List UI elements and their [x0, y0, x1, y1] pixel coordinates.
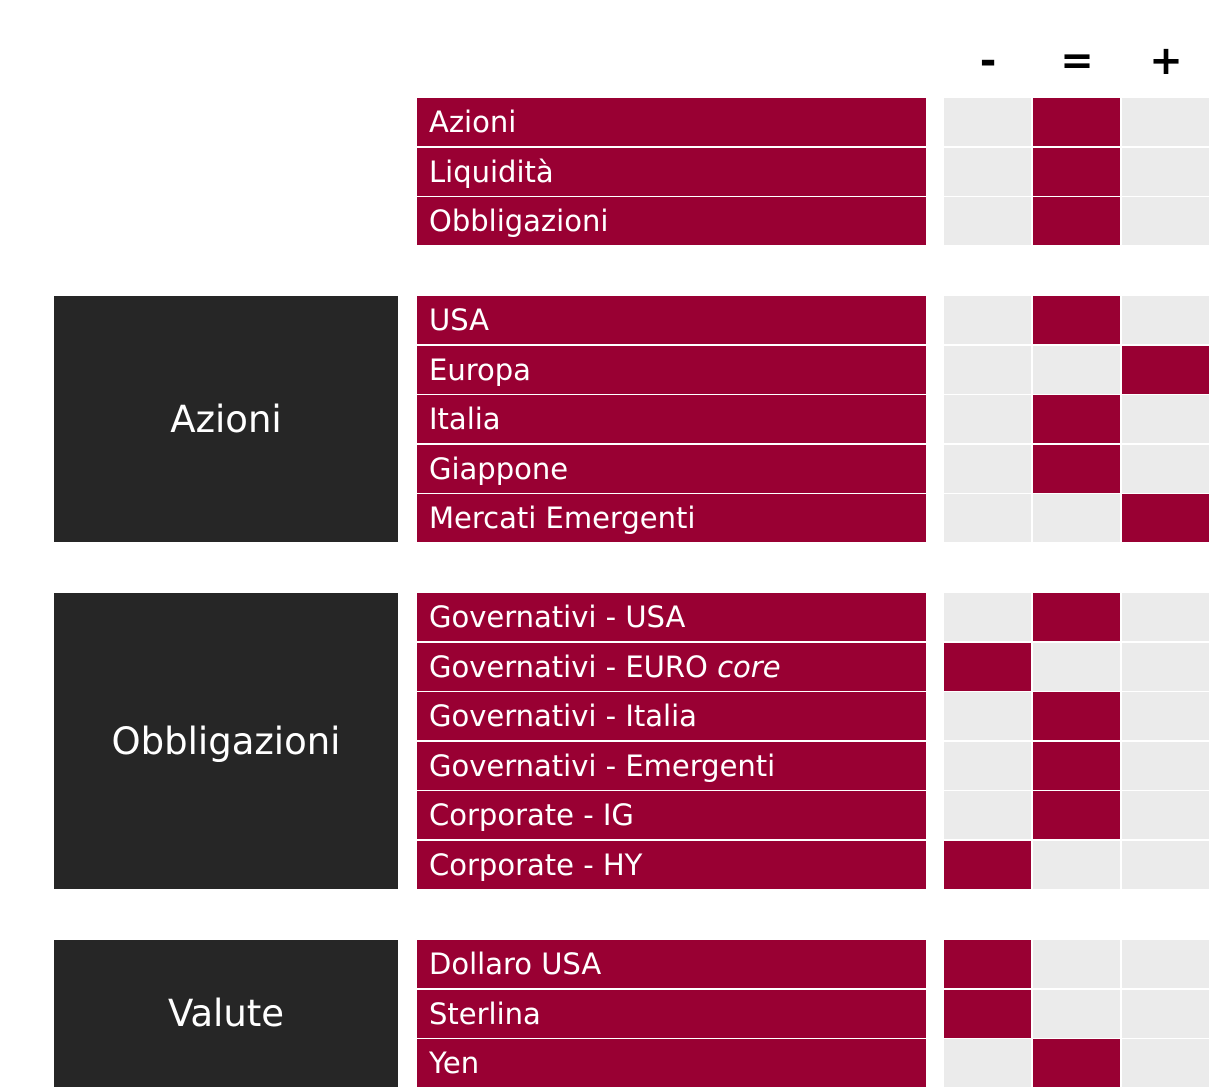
rating-cell-minus: [944, 395, 1031, 443]
row-label-text: Mercati Emergenti: [429, 501, 696, 535]
rating-cell-plus: [1122, 791, 1209, 839]
column-header-plus: +: [1149, 38, 1183, 84]
rating-cell-plus: [1122, 940, 1209, 988]
row-label: Corporate - HY: [417, 841, 926, 889]
rating-cell-equal: [1033, 643, 1120, 691]
rating-cell-plus: [1122, 296, 1209, 344]
row-label: Italia: [417, 395, 926, 443]
rating-cell-plus: [1122, 98, 1209, 146]
row-label-text: Italia: [429, 402, 501, 436]
rating-cell-equal: [1033, 742, 1120, 790]
row-label-text: Azioni: [429, 105, 517, 139]
rating-cell-minus: [944, 1039, 1031, 1087]
rating-cell-minus: [944, 692, 1031, 740]
rating-cell-equal: [1033, 791, 1120, 839]
row-label: Yen: [417, 1039, 926, 1087]
rating-cell-minus: [944, 296, 1031, 344]
rating-cell-plus: [1122, 742, 1209, 790]
rating-cell-minus: [944, 742, 1031, 790]
rating-cell-plus: [1122, 593, 1209, 641]
rating-cell-plus: [1122, 990, 1209, 1038]
rating-cell-plus: [1122, 197, 1209, 245]
row-label-text: USA: [429, 303, 490, 337]
rating-cell-plus: [1122, 346, 1209, 394]
rating-cell-equal: [1033, 494, 1120, 542]
row-label-text: Corporate - HY: [429, 848, 643, 882]
rating-cell-plus: [1122, 841, 1209, 889]
rating-cell-equal: [1033, 445, 1120, 493]
row-label: Liquidità: [417, 148, 926, 196]
rating-cell-equal: [1033, 98, 1120, 146]
rating-cell-plus: [1122, 692, 1209, 740]
row-label: Governativi - USA: [417, 593, 926, 641]
rating-cell-minus: [944, 346, 1031, 394]
row-label-text: Governativi - Emergenti: [429, 749, 776, 783]
row-label: Sterlina: [417, 990, 926, 1038]
row-label-text: Liquidità: [429, 155, 554, 189]
row-label-italic-text: core: [717, 650, 781, 684]
rating-cell-minus: [944, 990, 1031, 1038]
row-label: Governativi - Italia: [417, 692, 926, 740]
row-label: Governativi - EURO core: [417, 643, 926, 691]
rating-cell-equal: [1033, 692, 1120, 740]
rating-cell-equal: [1033, 1039, 1120, 1087]
row-label-text: Giappone: [429, 452, 569, 486]
rating-cell-minus: [944, 494, 1031, 542]
rating-cell-equal: [1033, 395, 1120, 443]
row-label-text: Governativi - EURO: [429, 650, 708, 684]
rating-cell-equal: [1033, 593, 1120, 641]
rating-cell-plus: [1122, 643, 1209, 691]
row-label: Corporate - IG: [417, 791, 926, 839]
row-label-text: Europa: [429, 353, 531, 387]
row-label: USA: [417, 296, 926, 344]
rating-cell-plus: [1122, 148, 1209, 196]
row-label-text: Governativi - Italia: [429, 699, 697, 733]
group-label-1: Azioni: [54, 296, 398, 542]
row-label: Obbligazioni: [417, 197, 926, 245]
row-label: Europa: [417, 346, 926, 394]
row-label: Giappone: [417, 445, 926, 493]
row-label: Mercati Emergenti: [417, 494, 926, 542]
rating-cell-plus: [1122, 445, 1209, 493]
rating-cell-minus: [944, 148, 1031, 196]
rating-cell-minus: [944, 841, 1031, 889]
row-label-text: Obbligazioni: [429, 204, 609, 238]
rating-cell-equal: [1033, 197, 1120, 245]
row-label: Governativi - Emergenti: [417, 742, 926, 790]
rating-cell-minus: [944, 643, 1031, 691]
group-label-2: Obbligazioni: [54, 593, 398, 889]
row-label-text: Dollaro USA: [429, 947, 602, 981]
rating-cell-minus: [944, 445, 1031, 493]
rating-cell-plus: [1122, 1039, 1209, 1087]
row-label-text: Sterlina: [429, 997, 541, 1031]
rating-cell-minus: [944, 593, 1031, 641]
rating-cell-minus: [944, 791, 1031, 839]
row-label: Dollaro USA: [417, 940, 926, 988]
column-header-minus: -: [979, 38, 997, 84]
rating-cell-equal: [1033, 346, 1120, 394]
rating-cell-equal: [1033, 296, 1120, 344]
column-header-equal: =: [1060, 38, 1094, 84]
rating-cell-plus: [1122, 395, 1209, 443]
rating-cell-minus: [944, 98, 1031, 146]
rating-cell-minus: [944, 940, 1031, 988]
rating-cell-equal: [1033, 841, 1120, 889]
rating-cell-equal: [1033, 148, 1120, 196]
row-label-text: Yen: [429, 1046, 480, 1080]
row-label-text: Corporate - IG: [429, 798, 634, 832]
rating-cell-plus: [1122, 494, 1209, 542]
row-label-text: Governativi - USA: [429, 600, 686, 634]
rating-cell-equal: [1033, 990, 1120, 1038]
row-label: Azioni: [417, 98, 926, 146]
rating-cell-equal: [1033, 940, 1120, 988]
rating-cell-minus: [944, 197, 1031, 245]
group-label-3: Valute: [54, 940, 398, 1087]
